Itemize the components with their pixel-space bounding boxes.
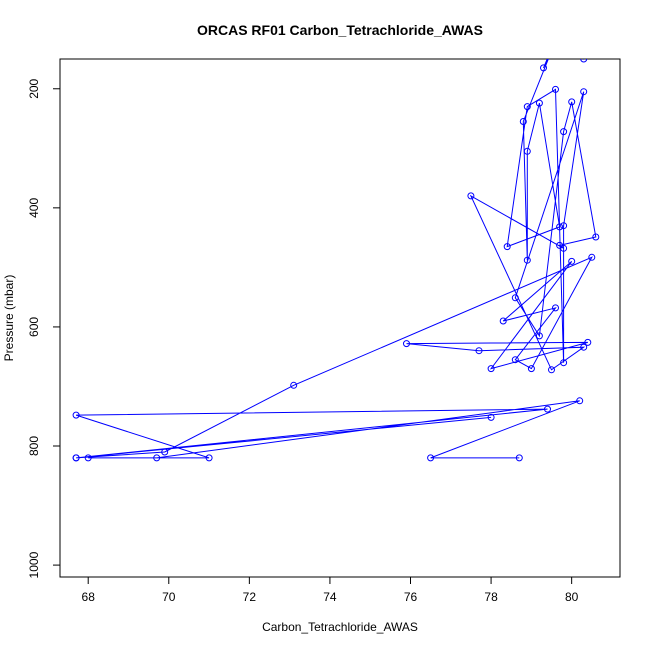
data-point — [84, 454, 92, 462]
x-tick-label: 74 — [323, 590, 337, 604]
x-tick-label: 72 — [243, 590, 257, 604]
data-point — [535, 99, 543, 107]
data-point — [535, 332, 543, 340]
data-point — [588, 253, 596, 261]
data-point — [544, 405, 551, 413]
x-tick-label: 70 — [162, 590, 176, 604]
data-point — [576, 397, 584, 405]
data-point — [153, 454, 161, 462]
series-line — [75, 59, 597, 459]
y-tick-label: 800 — [27, 436, 41, 456]
data-point — [523, 256, 531, 264]
data-point — [511, 294, 519, 302]
data-point — [556, 223, 564, 231]
plot-frame — [59, 58, 621, 578]
data-point — [467, 192, 475, 200]
data-point — [560, 128, 568, 136]
data-point — [161, 448, 169, 456]
chart-title: ORCAS RF01 Carbon_Tetrachloride_AWAS — [197, 22, 483, 38]
data-point — [72, 411, 80, 419]
data-point — [556, 241, 564, 249]
y-axis: 200 400 600 800 1000 — [27, 78, 60, 578]
data-point — [205, 454, 213, 462]
data-point — [511, 356, 519, 364]
data-point — [527, 365, 535, 373]
data-point — [487, 413, 495, 421]
data-point — [568, 98, 576, 106]
data-point — [569, 38, 575, 44]
data-point — [523, 103, 531, 111]
data-point — [553, 38, 559, 44]
data-point — [580, 59, 588, 63]
data-point — [503, 243, 511, 251]
data-point — [552, 85, 559, 93]
data-point — [427, 454, 435, 462]
y-axis-label: Pressure (mbar) — [2, 275, 16, 362]
data-point — [519, 118, 527, 125]
data-point — [557, 26, 563, 32]
x-tick-label: 80 — [565, 590, 579, 604]
y-tick-label: 600 — [27, 317, 41, 337]
data-point — [540, 64, 547, 72]
data-point — [552, 304, 559, 312]
y-tick-label: 1000 — [27, 551, 41, 578]
series-layer — [72, 26, 603, 462]
data-point — [560, 359, 568, 367]
y-tick-label: 200 — [27, 78, 41, 98]
x-tick-label: 76 — [404, 590, 418, 604]
data-point — [290, 381, 298, 389]
x-tick-label: 68 — [82, 590, 96, 604]
data-point — [548, 366, 555, 374]
x-axis-label: Carbon_Tetrachloride_AWAS — [262, 620, 418, 634]
data-point — [568, 257, 576, 265]
data-point — [560, 222, 568, 230]
data-point — [523, 147, 531, 155]
data-point — [584, 338, 592, 346]
data-point — [487, 365, 495, 373]
data-point — [580, 88, 588, 96]
x-tick-label: 78 — [484, 590, 498, 604]
data-point — [499, 317, 507, 325]
data-point — [592, 233, 600, 241]
data-point — [597, 26, 603, 32]
data-point — [72, 454, 80, 462]
data-point — [515, 454, 523, 462]
data-point — [580, 343, 588, 351]
data-point — [475, 347, 483, 355]
x-axis: 68 70 72 74 76 78 80 — [82, 577, 579, 604]
data-point — [403, 340, 410, 348]
y-tick-label: 400 — [27, 198, 41, 218]
